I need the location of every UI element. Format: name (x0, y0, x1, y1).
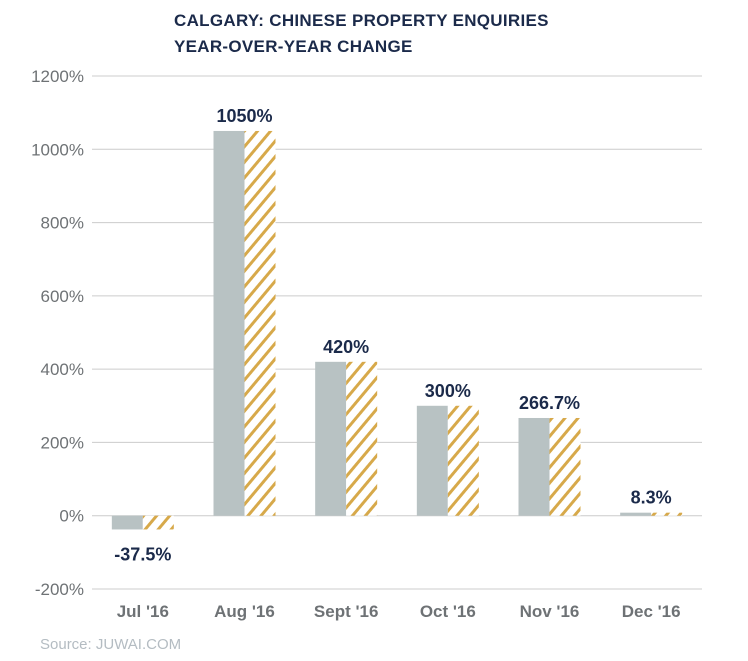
y-tick-label: 1200% (31, 67, 84, 86)
y-tick-label: 200% (41, 433, 84, 452)
bar-solid (213, 130, 245, 516)
data-label: 300% (425, 381, 471, 401)
y-tick-label: 600% (41, 287, 84, 306)
bar-solid (518, 417, 550, 516)
y-tick-label: 1000% (31, 140, 84, 159)
y-tick-label: 0% (59, 507, 84, 526)
gridlines (92, 75, 702, 590)
data-label: 8.3% (631, 488, 672, 508)
bar-chart: -200% 0% 200% 400% 600% 800% 1000% 1200% -37.5%… (31, 67, 702, 621)
y-tick-label: 400% (41, 360, 84, 379)
bar-solid (620, 512, 652, 516)
chart-title-line-2: YEAR-OVER-YEAR CHANGE (174, 37, 413, 56)
y-tick-label: -200% (35, 580, 84, 599)
chart-title-line-1: CALGARY: CHINESE PROPERTY ENQUIRIES (174, 11, 549, 30)
bars (111, 130, 683, 530)
bar-hatched (447, 405, 479, 516)
data-label: 420% (323, 337, 369, 357)
x-tick-label: Aug '16 (214, 602, 275, 621)
source-note: Source: JUWAI.COM (40, 636, 182, 653)
x-tick-label: Nov '16 (520, 602, 580, 621)
y-tick-label: 800% (41, 214, 84, 233)
bar-solid (111, 515, 143, 530)
bar-hatched (549, 417, 581, 516)
bar-hatched (346, 361, 378, 516)
bar-hatched (651, 512, 683, 516)
x-tick-label: Oct '16 (420, 602, 476, 621)
x-tick-label: Sept '16 (314, 602, 379, 621)
bar-solid (315, 361, 347, 516)
chart-title: CALGARY: CHINESE PROPERTY ENQUIRIES YEAR… (174, 8, 549, 60)
bar-solid (416, 405, 448, 516)
data-label: -37.5% (114, 544, 171, 564)
x-tick-label: Jul '16 (117, 602, 169, 621)
data-label: 266.7% (519, 393, 580, 413)
x-tick-label: Dec '16 (622, 602, 681, 621)
bar-hatched (142, 515, 174, 530)
data-label: 1050% (216, 106, 272, 126)
bar-hatched (244, 130, 276, 516)
y-axis-tick-labels: -200% 0% 200% 400% 600% 800% 1000% 1200% (31, 67, 84, 599)
x-axis-tick-labels: Jul '16 Aug '16 Sept '16 Oct '16 Nov '16 Dec … (117, 602, 681, 621)
data-labels: -37.5% 1050% 420% 300% 266.7% 8.3% (114, 106, 671, 564)
